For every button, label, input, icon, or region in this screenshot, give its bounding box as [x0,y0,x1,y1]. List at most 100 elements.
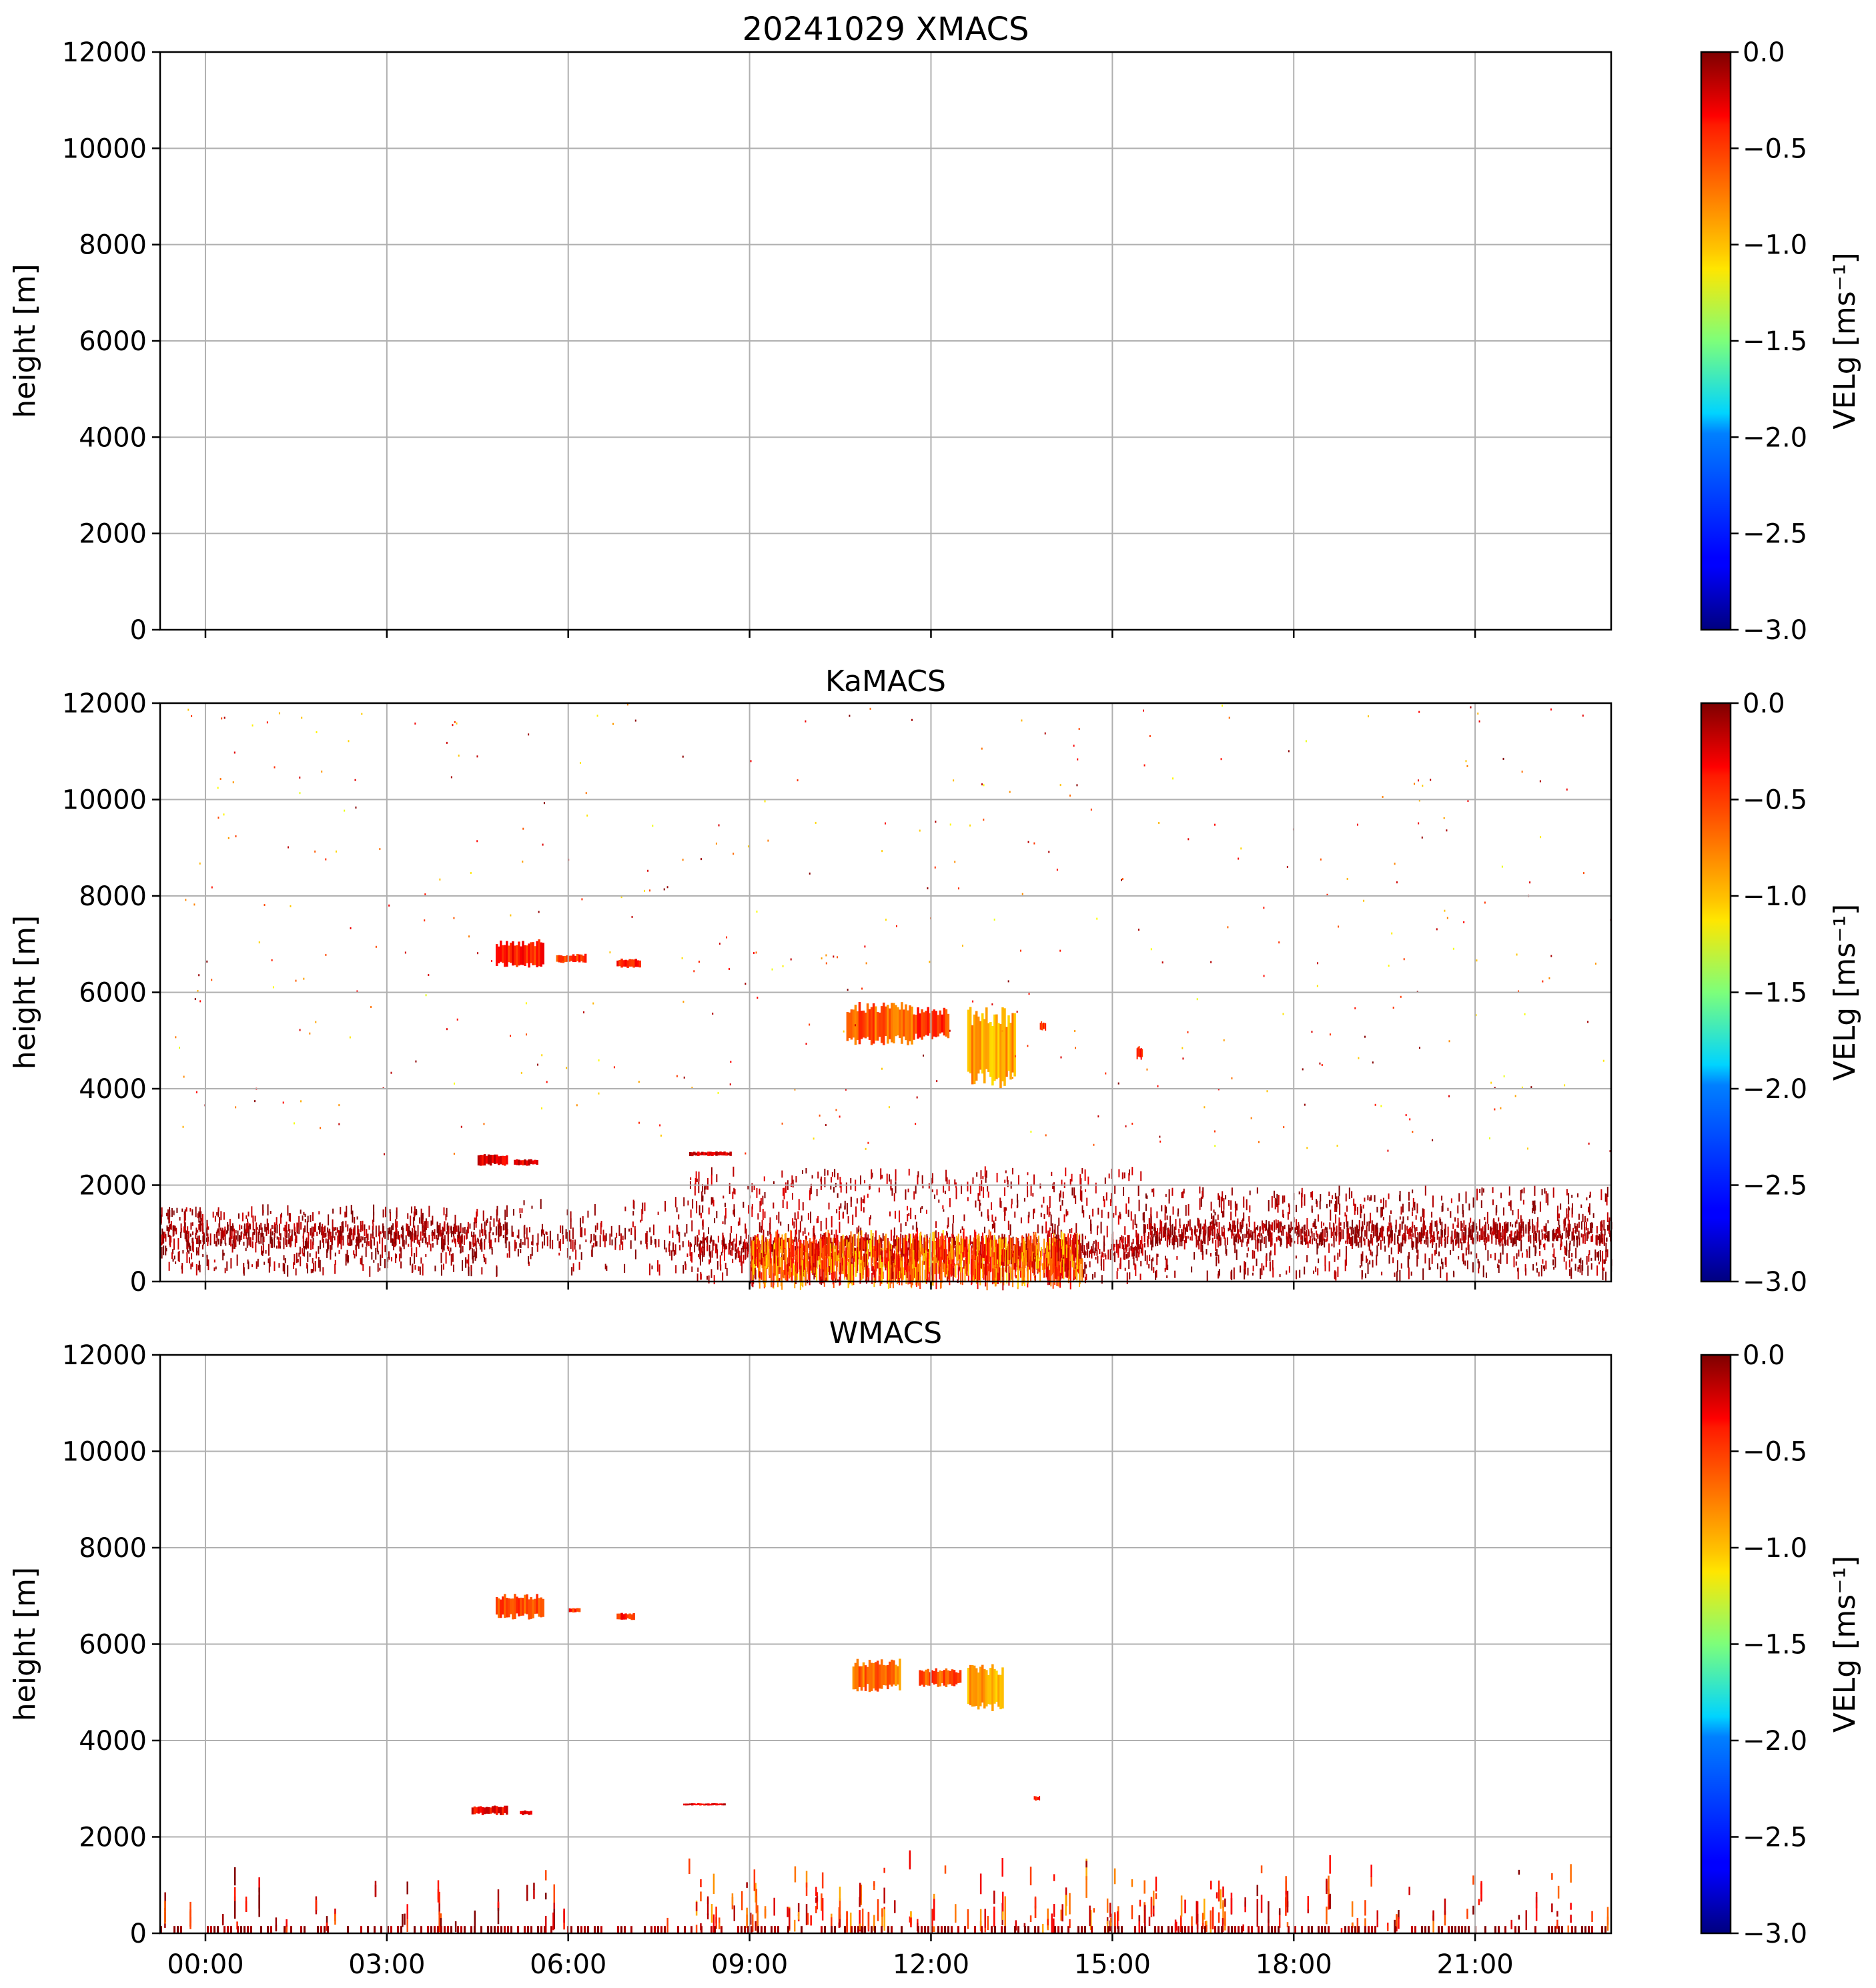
kamacs-echo-band-13-pixel [1117,1244,1119,1255]
kamacs-echo-blob-3-col [485,1155,488,1164]
kamacs-echo-band-13-pixel [716,1174,718,1183]
kamacs-echo-blob-9-col [1045,1023,1047,1031]
kamacs-echo-band-14-pixel [1362,1221,1364,1231]
kamacs-echo-band-12-pixel [644,1202,646,1211]
kamacs-echo-blob-5-col [715,1151,718,1156]
kamacs-echo-band-14-pixel [1202,1190,1204,1199]
kamacs-echo-band-13-pixel [1069,1179,1071,1186]
kamacs-echo-band-11-pixel [311,1226,313,1239]
kamacs-echo-band-11-pixel [184,1229,186,1239]
kamacs-echo-band-11-pixel [233,1241,236,1249]
kamacs-echo-band-13-pixel [723,1239,725,1249]
kamacs-echo-band-14-pixel [1278,1221,1280,1233]
kamacs-echo-band-13-pixel [1135,1246,1137,1258]
kamacs-echo-band-11-pixel [265,1250,267,1254]
kamacs-echo-band-14-pixel [1604,1259,1606,1264]
kamacs-echo-band-11-pixel [304,1218,306,1223]
kamacs-echo-band-14-pixel [1340,1227,1342,1231]
kamacs-echo-band-13-pixel [1125,1203,1127,1214]
kamacs-echo-band-12-pixel [582,1216,584,1223]
kamacs-echo-band-13-pixel [722,1221,724,1224]
kamacs-echo-band-12-pixel [675,1265,677,1274]
kamacs-echo-band-14-pixel [1407,1216,1409,1221]
kamacs-echo-band-14-pixel [1268,1221,1270,1233]
kamacs-echo-band-14-pixel [1390,1210,1392,1214]
kamacs-echo-band-14-pixel [1406,1227,1408,1231]
kamacs-echo-band-13-pixel [1131,1242,1133,1252]
kamacs-echo-core-15-pixel [761,1272,763,1280]
kamacs-echo-band-13-pixel [1003,1187,1005,1196]
kamacs-echo-band-14-pixel [1312,1223,1314,1227]
kamacs-echo-band-14-pixel [1270,1250,1272,1256]
kamacs-echo-band-14-pixel [1471,1225,1473,1237]
kamacs-echo-band-13-pixel [907,1213,909,1221]
kamacs-echo-band-13-pixel [949,1197,951,1207]
kamacs-echo-band-11-pixel [408,1244,410,1247]
kamacs-echo-band-14-pixel [1346,1205,1348,1212]
kamacs-echo-band-13-pixel [1100,1259,1102,1271]
kamacs-echo-band-11-pixel [465,1257,467,1268]
kamacs-echo-band-11-pixel [184,1227,186,1233]
kamacs-echo-blob-6-col [850,1009,853,1040]
kamacs-echo-band-11-pixel [274,1227,276,1233]
kamacs-echo-core-15-pixel [917,1264,919,1273]
kamacs-echo-band-11-pixel [186,1239,188,1250]
kamacs-echo-band-12-pixel [646,1238,648,1248]
kamacs-echo-band-14-pixel [1167,1264,1169,1271]
kamacs-echo-band-13-pixel [1128,1169,1130,1175]
kamacs-echo-band-13-pixel [745,1247,747,1260]
kamacs-echo-band-13-pixel [731,1241,733,1246]
kamacs-echo-band-11-pixel [304,1241,306,1249]
kamacs-echo-band-14-pixel [1382,1231,1384,1241]
kamacs-echo-band-12-pixel [574,1241,576,1250]
kamacs-echo-band-13-pixel [1081,1167,1083,1174]
kamacs-echo-band-12-pixel [688,1240,690,1247]
kamacs-echo-band-12-pixel [570,1211,572,1222]
kamacs-echo-band-14-pixel [1500,1252,1502,1264]
kamacs-echo-band-11-pixel [250,1237,252,1248]
kamacs-echo-band-11-pixel [379,1231,381,1244]
kamacs-echo-band-14-pixel [1205,1225,1207,1234]
kamacs-echo-band-14-pixel [1455,1239,1457,1246]
kamacs-echo-band-14-pixel [1573,1235,1575,1239]
kamacs-echo-band-11-pixel [360,1221,362,1233]
kamacs-echo-band-13-pixel [991,1214,993,1222]
kamacs-echo-band-11-pixel [482,1210,484,1221]
kamacs-echo-band-14-pixel [1171,1187,1174,1196]
kamacs-echo-band-14-pixel [1568,1269,1570,1276]
kamacs-echo-band-14-pixel [1296,1204,1298,1213]
kamacs-echo-core-15-pixel [775,1231,777,1257]
kamacs-echo-band-13-pixel [907,1259,909,1270]
kamacs-echo-band-14-pixel [1567,1223,1569,1232]
kamacs-echo-band-11-pixel [202,1254,204,1258]
kamacs-echo-band-12-pixel [684,1264,686,1270]
kamacs-echo-band-13-pixel [844,1205,846,1210]
kamacs-echo-band-13-pixel [795,1274,797,1285]
kamacs-echo-core-15-pixel [1073,1260,1075,1279]
kamacs-echo-band-14-pixel [1498,1259,1500,1264]
kamacs-echo-band-14-pixel [1306,1235,1308,1245]
kamacs-echo-band-14-pixel [1507,1221,1509,1232]
kamacs-echo-band-14-pixel [1344,1212,1346,1217]
kamacs-echo-band-14-pixel [1444,1229,1446,1237]
kamacs-echo-band-13-pixel [1059,1205,1061,1211]
kamacs-echo-band-14-pixel [1596,1265,1598,1276]
kamacs-echo-blob-4-col [518,1159,520,1165]
kamacs-echo-band-11-pixel [414,1230,416,1237]
kamacs-echo-band-12-pixel [624,1227,626,1239]
kamacs-echo-band-13-pixel [860,1227,862,1236]
kamacs-echo-band-13-pixel [701,1246,703,1252]
kamacs-echo-blob-2-col [626,960,629,968]
kamacs-echo-band-14-pixel [1303,1225,1305,1234]
kamacs-echo-band-13-pixel [981,1235,983,1245]
kamacs-echo-band-14-pixel [1436,1223,1438,1231]
kamacs-echo-band-14-pixel [1156,1254,1158,1266]
kamacs-echo-band-12-pixel [624,1206,626,1211]
kamacs-echo-band-14-pixel [1302,1235,1304,1246]
kamacs-echo-band-14-pixel [1592,1213,1594,1218]
kamacs-echo-band-14-pixel [1431,1211,1433,1218]
kamacs-echo-core-15-pixel [783,1270,785,1279]
kamacs-echo-band-12-pixel [587,1210,589,1218]
kamacs-echo-band-13-pixel [1084,1235,1086,1239]
kamacs-echo-band-11-pixel [465,1232,467,1240]
